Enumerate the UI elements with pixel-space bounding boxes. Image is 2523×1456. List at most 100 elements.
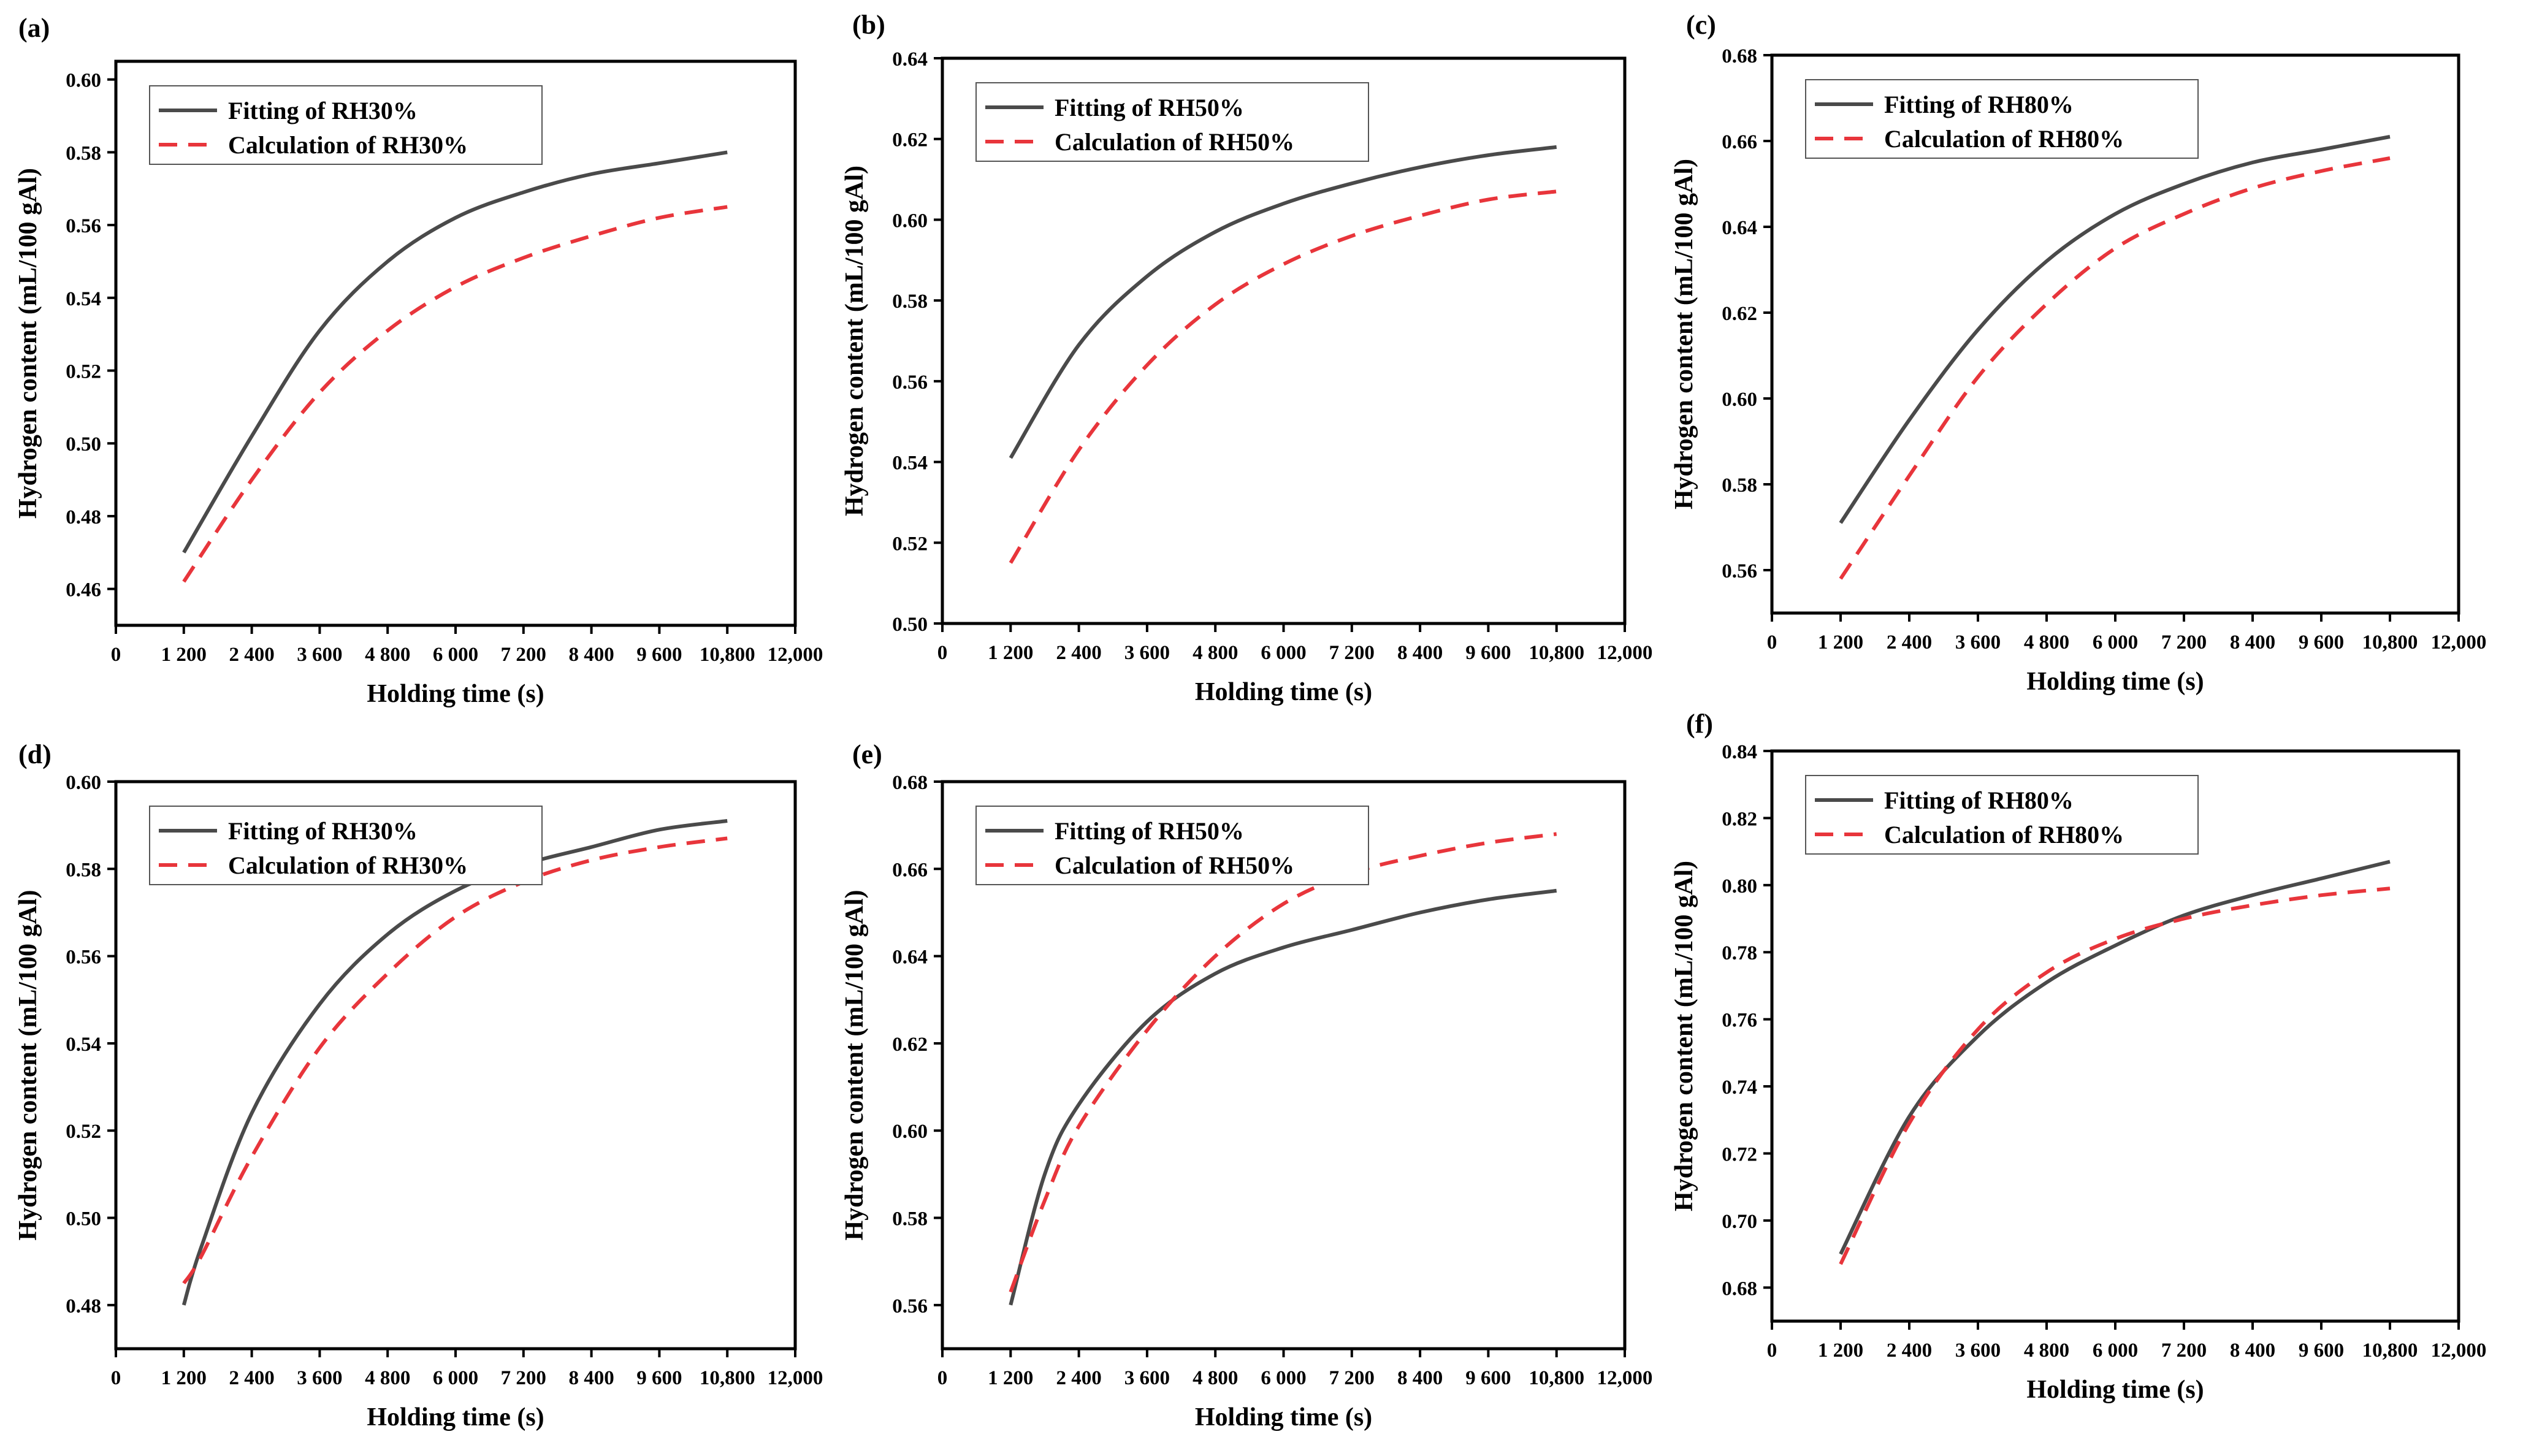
- x-tick-label: 9 600: [636, 1367, 682, 1389]
- x-tick-label: 10,800: [700, 644, 755, 666]
- x-tick-label: 3 600: [1955, 1340, 2001, 1362]
- x-tick-label: 9 600: [1465, 1367, 1511, 1389]
- y-tick-label: 0.50: [66, 1208, 101, 1230]
- chart-panel-1: (a) 0 1 200 2 400 3 600 4 800 6 000 7 200 8 400 9…: [14, 13, 823, 708]
- x-axis-title: Holding time (s): [367, 680, 544, 708]
- x-tick-label: 4 800: [365, 1367, 410, 1389]
- calculation-series-line: [182, 205, 728, 583]
- calculation-series-line: [1839, 156, 2391, 580]
- legend-label: Calculation of RH50%: [1055, 128, 1294, 156]
- x-tick-label: 6 000: [2093, 1340, 2138, 1362]
- x-tick-label: 4 800: [2024, 1340, 2069, 1362]
- y-tick-label: 0.52: [892, 533, 928, 555]
- legend-box: [1805, 79, 2199, 159]
- calculation-series-line: [1009, 189, 1557, 564]
- legend-box: [149, 85, 543, 165]
- x-tick-label: 8 400: [2230, 631, 2275, 654]
- x-tick-label: 8 400: [1397, 642, 1443, 664]
- y-tick-label: 0.54: [892, 452, 928, 475]
- x-tick-label: 12,000: [768, 1367, 823, 1389]
- y-tick-label: 0.56: [1722, 560, 1757, 582]
- y-tick-label: 0.68: [1722, 45, 1757, 67]
- y-tick-label: 0.52: [66, 1121, 101, 1143]
- panel-label: (d): [18, 739, 52, 769]
- x-tick-label: 12,000: [1597, 1367, 1653, 1389]
- panel-label: (a): [18, 13, 50, 43]
- legend-label: Calculation of RH50%: [1055, 852, 1294, 879]
- fitting-series-line: [181, 819, 728, 1306]
- y-tick-label: 0.56: [892, 372, 928, 394]
- x-tick-label: 7 200: [2161, 1340, 2207, 1362]
- x-tick-label: 2 400: [1056, 1367, 1101, 1389]
- y-tick-label: 0.54: [66, 288, 101, 310]
- legend-label: Fitting of RH80%: [1884, 91, 2074, 118]
- x-tick-label: 7 200: [501, 1367, 546, 1389]
- y-tick-label: 0.64: [1722, 217, 1757, 239]
- x-tick-label: 3 600: [1955, 631, 2001, 654]
- x-axis-title: Holding time (s): [1195, 1403, 1372, 1431]
- y-tick-label: 0.64: [892, 48, 928, 71]
- y-axis-title: Hydrogen content (mL/100 gAl): [14, 890, 42, 1240]
- x-tick-label: 9 600: [2299, 1340, 2344, 1362]
- y-tick-label: 0.58: [1722, 475, 1757, 497]
- x-tick-label: 7 200: [2161, 631, 2207, 654]
- panel-label: (e): [852, 739, 882, 769]
- y-tick-label: 0.60: [66, 70, 101, 92]
- y-tick-label: 0.60: [1722, 389, 1757, 411]
- y-tick-label: 0.50: [66, 433, 101, 455]
- panel-label: (c): [1686, 10, 1716, 40]
- y-tick-label: 0.58: [892, 291, 928, 313]
- y-tick-label: 0.52: [66, 361, 101, 383]
- y-tick-label: 0.74: [1722, 1077, 1757, 1099]
- y-tick-label: 0.76: [1722, 1010, 1757, 1032]
- y-tick-label: 0.48: [66, 506, 101, 528]
- fitting-series-line: [1839, 859, 2391, 1255]
- x-tick-label: 0: [111, 644, 121, 666]
- panel-label: (f): [1686, 709, 1713, 739]
- x-tick-label: 6 000: [433, 1367, 478, 1389]
- x-tick-label: 8 400: [2230, 1340, 2275, 1362]
- y-tick-label: 0.60: [892, 1121, 928, 1143]
- chart-panel-5: (e) 0 1 200 2 400 3 600 4 800 6 000 7 200 8 400 9…: [841, 739, 1652, 1431]
- legend-label: Fitting of RH80%: [1884, 787, 2074, 814]
- x-tick-label: 12,000: [1597, 642, 1653, 664]
- x-tick-label: 9 600: [1465, 642, 1511, 664]
- y-tick-label: 0.72: [1722, 1143, 1757, 1165]
- legend-box: [149, 806, 543, 885]
- x-tick-label: 8 400: [1397, 1367, 1443, 1389]
- y-tick-label: 0.68: [1722, 1278, 1757, 1300]
- x-axis-title: Holding time (s): [1195, 678, 1372, 706]
- y-tick-label: 0.56: [892, 1295, 928, 1317]
- fitting-series-line: [182, 150, 728, 554]
- y-tick-label: 0.54: [66, 1034, 101, 1056]
- y-tick-label: 0.56: [66, 947, 101, 969]
- y-tick-label: 0.58: [66, 859, 101, 881]
- x-tick-label: 3 600: [297, 1367, 342, 1389]
- calculation-series-line: [182, 836, 728, 1285]
- x-tick-label: 1 200: [1818, 631, 1863, 654]
- x-tick-label: 1 200: [988, 1367, 1033, 1389]
- x-tick-label: 7 200: [1329, 642, 1375, 664]
- x-tick-label: 12,000: [2431, 1340, 2487, 1362]
- y-tick-label: 0.78: [1722, 942, 1757, 964]
- x-tick-label: 3 600: [297, 644, 342, 666]
- legend-box: [975, 806, 1369, 885]
- x-tick-label: 2 400: [229, 1367, 274, 1389]
- y-tick-label: 0.84: [1722, 741, 1757, 763]
- y-tick-label: 0.66: [1722, 131, 1757, 153]
- x-tick-label: 6 000: [2093, 631, 2138, 654]
- x-tick-label: 10,800: [2362, 1340, 2418, 1362]
- y-tick-label: 0.62: [892, 1034, 928, 1056]
- calculation-series-line: [1009, 832, 1557, 1293]
- fitting-series-line: [1009, 145, 1557, 459]
- legend-box: [1805, 775, 2199, 855]
- x-tick-label: 3 600: [1124, 642, 1170, 664]
- y-axis-title: Hydrogen content (mL/100 gAl): [1670, 159, 1698, 509]
- y-tick-label: 0.62: [1722, 303, 1757, 325]
- x-tick-label: 4 800: [1193, 1367, 1238, 1389]
- x-tick-label: 0: [1767, 631, 1777, 654]
- x-tick-label: 0: [111, 1367, 121, 1389]
- legend-label: Calculation of RH30%: [228, 852, 468, 879]
- legend-label: Fitting of RH50%: [1055, 94, 1244, 121]
- y-tick-label: 0.60: [66, 772, 101, 794]
